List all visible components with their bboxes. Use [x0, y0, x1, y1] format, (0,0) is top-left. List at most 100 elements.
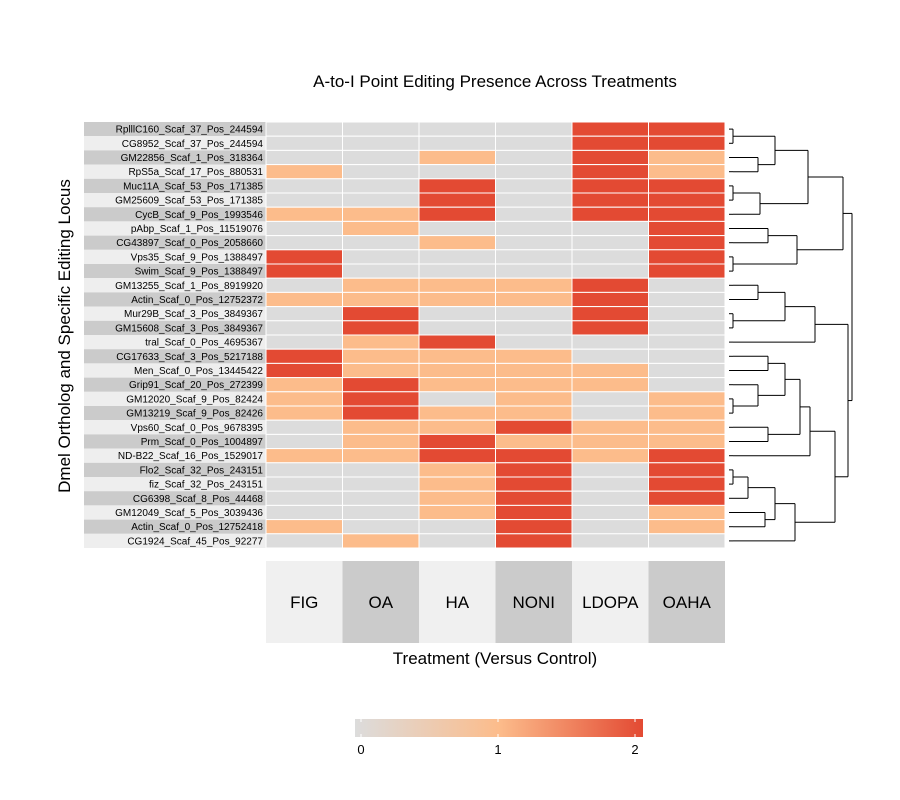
heatmap-cell [648, 249, 726, 265]
heatmap-cell [495, 235, 573, 251]
row-label-bg [84, 193, 266, 208]
heatmap-cell [342, 263, 420, 279]
heatmap-cell [571, 433, 649, 450]
heatmap-cell [265, 533, 343, 549]
heatmap-cell [648, 220, 726, 237]
heatmap-cell [265, 348, 343, 364]
heatmap-cell [265, 249, 343, 265]
y-axis-title: Dmel Ortholog and Specific Editing Locus [55, 179, 74, 493]
heatmap-cell [571, 149, 649, 166]
row-label: Swim_Scaf_9_Pos_1388497 [135, 267, 264, 278]
heatmap-cell [418, 235, 496, 251]
heatmap-cell [571, 235, 649, 251]
heatmap-cell [265, 419, 343, 435]
heatmap-cell [571, 206, 649, 222]
column-label-bg [495, 561, 572, 643]
heatmap-cell [648, 192, 726, 208]
row-label-bg [84, 434, 266, 449]
heatmap-cell [571, 533, 649, 549]
heatmap-cell [418, 419, 496, 435]
heatmap-cell [265, 476, 343, 492]
heatmap-cell [495, 448, 573, 464]
row-label-bg [84, 150, 266, 165]
row-label: pAbp_Scaf_1_Pos_11519076 [131, 224, 264, 235]
heatmap-cell [648, 291, 726, 308]
row-label: CG17633_Scaf_3_Pos_5217188 [116, 352, 263, 363]
heatmap-cell [418, 504, 496, 521]
row-label: Prm_Scaf_0_Pos_1004897 [141, 437, 264, 448]
row-label: GM12020_Scaf_9_Pos_82424 [126, 394, 263, 405]
heatmap-cell [571, 462, 649, 478]
heatmap-cell [342, 192, 420, 208]
heatmap-cell [648, 448, 726, 464]
row-label-bg [84, 491, 266, 506]
row-label: GM25609_Scaf_53_Pos_171385 [115, 196, 263, 207]
heatmap-cell [571, 220, 649, 237]
heatmap-cell [495, 164, 573, 180]
heatmap-cell [571, 377, 649, 393]
heatmap-cell [418, 462, 496, 478]
row-label-bg [84, 178, 266, 193]
heatmap-cell [495, 405, 573, 421]
row-label-bg [84, 391, 266, 406]
heatmap-cell [571, 448, 649, 464]
heatmap-cell [648, 263, 726, 279]
heatmap-cell [342, 377, 420, 393]
row-label-bg [84, 235, 266, 250]
heatmap-cell [418, 334, 496, 350]
heatmap-cell [418, 249, 496, 265]
row-label-bg [84, 292, 266, 307]
heatmap-cell [571, 334, 649, 350]
heatmap-cell [418, 306, 496, 322]
heatmap-cell [495, 533, 573, 549]
row-label-bg [84, 136, 266, 151]
heatmap-cell [648, 149, 726, 166]
column-label: FIG [290, 593, 318, 612]
heatmap-cell [418, 490, 496, 506]
column-label-bg [419, 561, 496, 643]
heatmap-cell [418, 391, 496, 407]
heatmap-cell [571, 519, 649, 535]
row-label-bg [84, 363, 266, 378]
heatmap-cell [648, 490, 726, 506]
heatmap-cell [418, 291, 496, 308]
heatmap-cell [265, 377, 343, 393]
heatmap-cell [265, 206, 343, 222]
heatmap-cell [648, 519, 726, 535]
heatmap-cell [571, 476, 649, 492]
heatmap-cell [418, 277, 496, 293]
heatmap-cell [418, 164, 496, 180]
row-label-bg [84, 164, 266, 179]
heatmap-cell [495, 121, 573, 137]
row-label-bg [84, 349, 266, 364]
heatmap-cell [571, 263, 649, 279]
heatmap-cell [342, 519, 420, 535]
column-label: OA [368, 593, 393, 612]
heatmap-cell [495, 192, 573, 208]
heatmap-cell [571, 164, 649, 180]
row-label-bg [84, 477, 266, 492]
heatmap-cell [342, 462, 420, 478]
row-label-bg [84, 448, 266, 463]
heatmap-cell [265, 462, 343, 478]
row-label-bg [84, 335, 266, 350]
column-label: OAHA [663, 593, 712, 612]
heatmap-cell [265, 405, 343, 421]
row-label: CG43897_Scaf_0_Pos_2058660 [116, 238, 263, 249]
heatmap-cell [342, 121, 420, 137]
heatmap-cell [265, 220, 343, 237]
row-label-bg [84, 519, 266, 534]
heatmap-cell [265, 121, 343, 137]
heatmap-cell [648, 178, 726, 194]
heatmap-cell [495, 419, 573, 435]
heatmap-cell [495, 249, 573, 265]
heatmap-cell [342, 476, 420, 492]
heatmap-cell [495, 504, 573, 521]
heatmap-cell [418, 433, 496, 450]
heatmap-cell [571, 277, 649, 293]
row-label: Actin_Scaf_0_Pos_12752372 [131, 295, 263, 306]
heatmap-cell [495, 277, 573, 293]
heatmap-cell [418, 149, 496, 166]
heatmap-cell [495, 476, 573, 492]
